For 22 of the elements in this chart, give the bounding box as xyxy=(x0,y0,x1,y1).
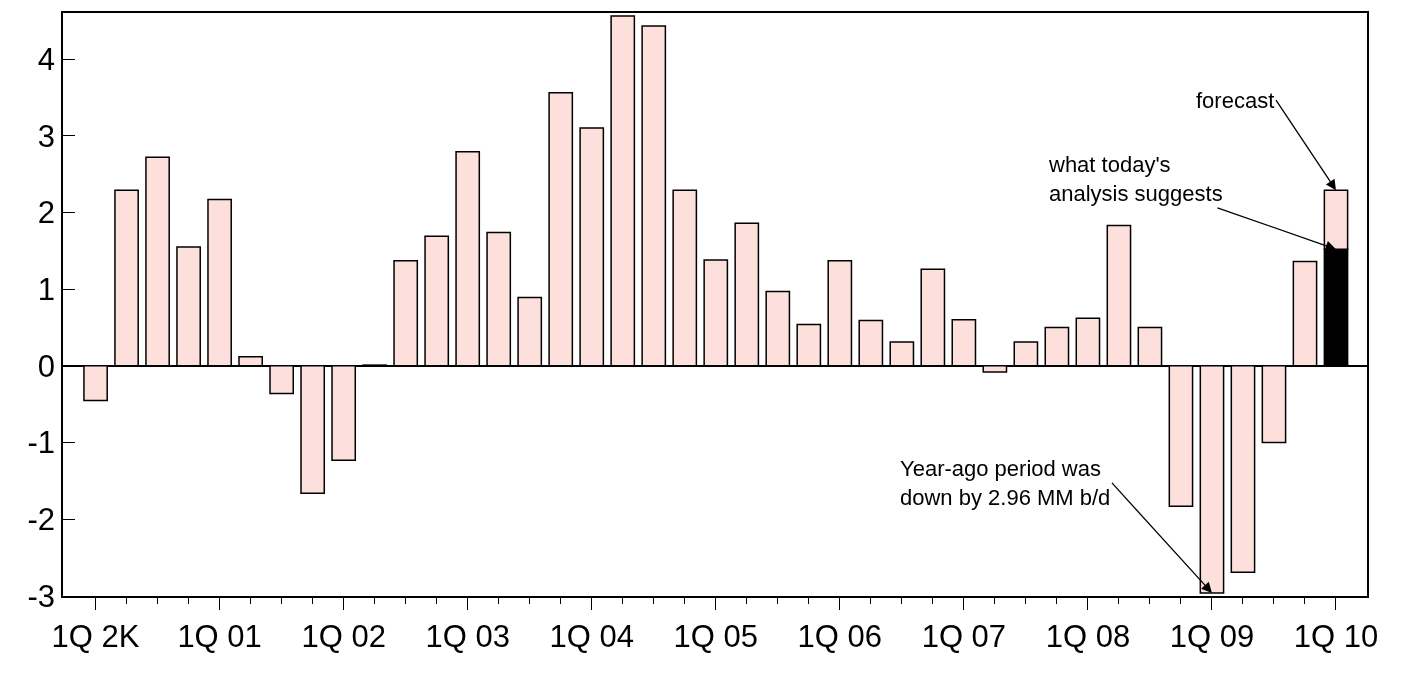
y-tick-label: -3 xyxy=(27,578,56,614)
y-tick-label: 0 xyxy=(37,348,56,384)
y-tick-label: 2 xyxy=(37,195,56,231)
annotation: forecast xyxy=(1196,88,1275,113)
x-tick-label: 1Q 2K xyxy=(51,618,140,654)
y-tick-label: 4 xyxy=(37,41,56,77)
annotation: what today's analysis suggests xyxy=(1048,152,1223,206)
y-tick-label: 1 xyxy=(37,272,56,308)
y-tick-label: 3 xyxy=(37,118,56,154)
x-tick-label: 1Q 02 xyxy=(301,618,386,654)
x-tick-label: 1Q 04 xyxy=(549,618,634,654)
annotation: Year-ago period was down by 2.96 MM b/d xyxy=(900,456,1111,510)
y-tick-label: -1 xyxy=(27,425,56,461)
x-tick-label: 1Q 08 xyxy=(1045,618,1131,654)
x-tick-label: 1Q 07 xyxy=(921,618,1007,654)
x-tick-label: 1Q 05 xyxy=(673,618,759,654)
x-tick-label: 1Q 10 xyxy=(1293,618,1379,654)
y-tick-label: -2 xyxy=(27,502,56,538)
x-tick-label: 1Q 06 xyxy=(797,618,883,654)
x-tick-label: 1Q 03 xyxy=(425,618,510,654)
x-tick-label: 1Q 01 xyxy=(177,618,262,654)
x-tick-label: 1Q 09 xyxy=(1169,618,1255,654)
